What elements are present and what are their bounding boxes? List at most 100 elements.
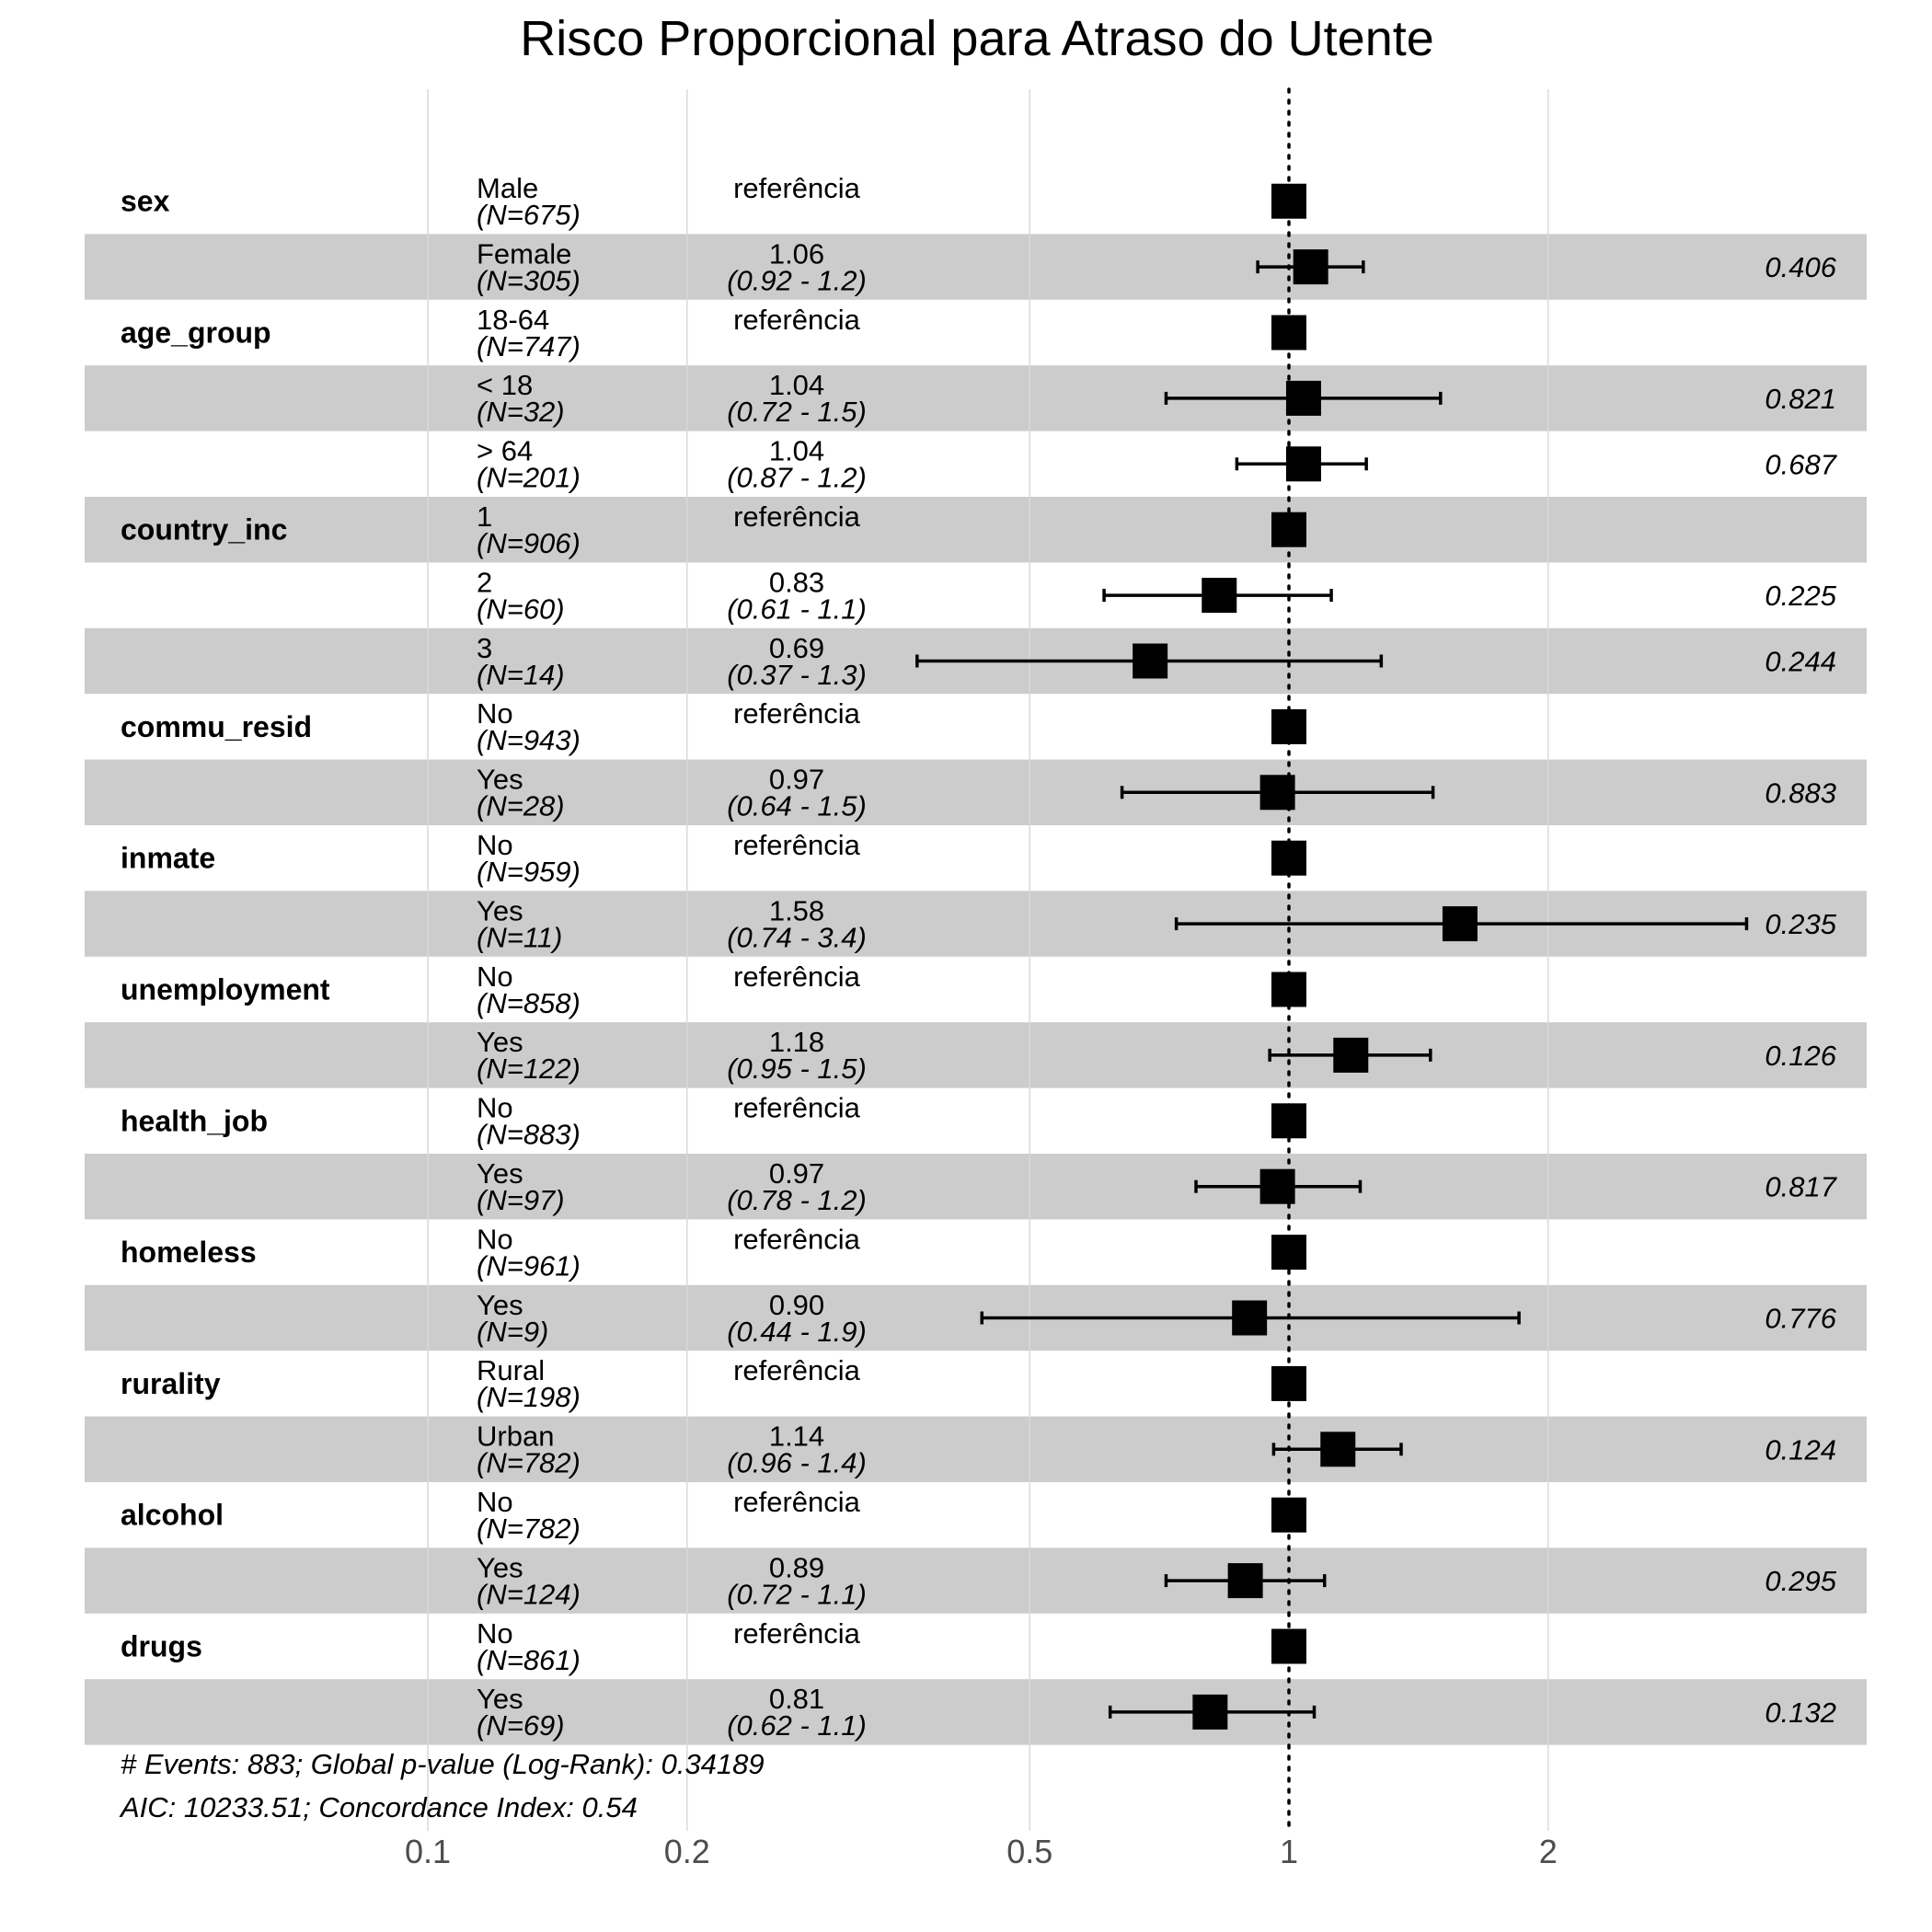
variable-label: health_job [121, 1104, 268, 1137]
level-label: Yes [477, 894, 523, 926]
level-label: No [477, 829, 513, 861]
estimate-label: 0.90 [769, 1289, 824, 1321]
row-stripe [85, 1284, 1867, 1351]
level-label: No [477, 697, 513, 730]
p-value-label: 0.817 [1765, 1171, 1837, 1203]
hr-marker [1232, 1300, 1268, 1336]
level-label: Urban [477, 1420, 554, 1453]
p-value-label: 0.776 [1765, 1303, 1836, 1335]
ci-label: (0.44 - 1.9) [727, 1316, 867, 1348]
estimate-label: 1.06 [769, 237, 824, 270]
row-stripe [85, 1154, 1867, 1220]
estimate-label: 1.04 [769, 369, 824, 401]
level-n: (N=9) [477, 1316, 548, 1348]
variable-label: unemployment [121, 973, 330, 1006]
p-value-label: 0.124 [1765, 1433, 1836, 1466]
hr-marker [1271, 1365, 1306, 1401]
hr-marker [1285, 446, 1321, 482]
level-label: No [477, 1223, 513, 1255]
ci-label: (0.37 - 1.3) [727, 659, 867, 691]
estimate-label: referência [733, 500, 861, 533]
hr-marker [1271, 512, 1306, 547]
level-n: (N=69) [477, 1709, 565, 1742]
level-n: (N=305) [477, 264, 581, 296]
hr-marker [1271, 708, 1306, 744]
variable-label: rurality [121, 1367, 221, 1400]
level-label: No [477, 1617, 513, 1650]
estimate-label: referência [733, 1092, 861, 1124]
estimate-label: referência [733, 304, 861, 336]
level-label: No [477, 960, 513, 993]
level-label: No [477, 1486, 513, 1518]
level-label: 3 [477, 632, 492, 664]
variable-label: alcohol [121, 1499, 224, 1532]
estimate-label: 0.81 [769, 1683, 824, 1715]
level-n: (N=28) [477, 790, 565, 822]
estimate-label: referência [733, 172, 861, 204]
level-label: Yes [477, 764, 523, 796]
level-label: Male [477, 172, 538, 204]
level-label: 2 [477, 566, 492, 598]
row-stripe [85, 1416, 1867, 1482]
level-n: (N=782) [477, 1512, 581, 1545]
row-stripe [85, 497, 1867, 563]
estimate-label: 1.04 [769, 435, 824, 467]
estimate-label: referência [733, 1223, 861, 1255]
hr-marker [1271, 315, 1306, 351]
level-n: (N=201) [477, 462, 581, 494]
level-n: (N=198) [477, 1381, 581, 1413]
variable-label: drugs [121, 1630, 202, 1663]
variable-label: inmate [121, 842, 215, 875]
estimate-label: 0.83 [769, 566, 824, 598]
level-label: Rural [477, 1354, 545, 1386]
variable-label: homeless [121, 1236, 257, 1269]
level-label: No [477, 1092, 513, 1124]
level-label: Yes [477, 1683, 523, 1715]
confidence-intervals [915, 260, 1749, 1719]
variable-label: country_inc [121, 513, 287, 546]
variable-label: sex [121, 185, 170, 218]
estimate-label: 1.18 [769, 1026, 824, 1058]
footnote-events: # Events: 883; Global p-value (Log-Rank)… [121, 1748, 765, 1780]
hr-marker [1271, 183, 1306, 219]
row-stripe [85, 1547, 1867, 1614]
estimate-label: 0.69 [769, 632, 824, 664]
level-n: (N=32) [477, 396, 565, 428]
row-stripe [85, 759, 1867, 825]
p-value-label: 0.687 [1765, 448, 1837, 480]
row-stripe [85, 234, 1867, 300]
level-n: (N=861) [477, 1644, 581, 1676]
level-n: (N=959) [477, 856, 581, 888]
point-estimates [1133, 183, 1478, 1730]
hr-marker [1320, 1432, 1356, 1467]
row-labels: sex Male(N=675) referência Female(N=305) 1.0… [121, 172, 1838, 1742]
estimate-label: referência [733, 1486, 861, 1518]
chart-title: Risco Proporcional para Atraso do Utente [520, 11, 1434, 66]
ci-label: (0.64 - 1.5) [727, 790, 867, 822]
level-label: Female [477, 237, 571, 270]
hr-marker [1271, 1628, 1306, 1664]
level-n: (N=883) [477, 1119, 581, 1151]
p-value-label: 0.225 [1765, 580, 1836, 612]
variable-label: age_group [121, 316, 271, 350]
ci-label: (0.62 - 1.1) [727, 1709, 867, 1742]
ci-label: (0.87 - 1.2) [727, 462, 867, 494]
row-stripe [85, 1022, 1867, 1088]
hr-marker [1259, 775, 1295, 811]
x-tick-label: 0.1 [405, 1833, 451, 1870]
estimate-label: 0.89 [769, 1551, 824, 1583]
hr-marker [1271, 1497, 1306, 1533]
level-n: (N=943) [477, 724, 581, 756]
level-n: (N=60) [477, 592, 565, 625]
hr-marker [1271, 840, 1306, 876]
level-n: (N=858) [477, 987, 581, 1019]
p-value-label: 0.235 [1765, 908, 1836, 940]
ci-label: (0.78 - 1.2) [727, 1184, 867, 1216]
x-tick-label: 2 [1539, 1833, 1558, 1870]
ci-label: (0.72 - 1.5) [727, 396, 867, 428]
row-stripe [85, 365, 1867, 431]
ci-label: (0.92 - 1.2) [727, 264, 867, 296]
hr-marker [1442, 906, 1478, 942]
hr-marker [1285, 380, 1321, 416]
p-value-label: 0.821 [1765, 383, 1836, 415]
